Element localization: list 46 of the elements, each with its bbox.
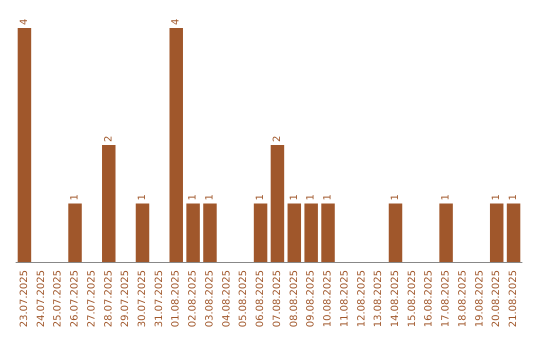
- x-tick-label: 11.08.2025: [339, 270, 350, 328]
- data-label: 1: [322, 194, 334, 200]
- data-label: 1: [390, 194, 401, 200]
- x-tick-label: 07.08.2025: [272, 270, 283, 328]
- data-label: 1: [440, 194, 452, 200]
- x-tick-label: 01.08.2025: [170, 270, 182, 328]
- x-tick-label: 20.08.2025: [491, 270, 502, 328]
- x-tick-label: 02.08.2025: [188, 270, 199, 328]
- x-tick-label: 29.07.2025: [120, 270, 132, 328]
- x-tick-label: 17.08.2025: [440, 270, 452, 328]
- x-tick-label: 26.07.2025: [70, 270, 81, 328]
- x-tick-label: 14.08.2025: [390, 270, 401, 328]
- x-tick-label: 30.07.2025: [137, 270, 148, 328]
- x-tick-label: 15.08.2025: [406, 270, 418, 328]
- x-tick-label: 12.08.2025: [356, 270, 368, 328]
- x-tick-label: 19.08.2025: [474, 270, 486, 328]
- data-label: 1: [188, 194, 199, 200]
- x-tick-label: 23.07.2025: [18, 270, 30, 328]
- x-tick-label: 03.08.2025: [204, 270, 216, 328]
- x-tick-label: 31.07.2025: [154, 270, 165, 328]
- x-tick-label: 13.08.2025: [373, 270, 384, 328]
- x-tick-label: 10.08.2025: [322, 270, 334, 328]
- x-tick-label: 25.07.2025: [52, 270, 64, 328]
- x-tick-label: 18.08.2025: [457, 270, 468, 328]
- data-label: 4: [170, 18, 182, 25]
- x-tick-label: 08.08.2025: [288, 270, 300, 328]
- x-tick-label: 21.08.2025: [508, 270, 520, 328]
- data-label: 1: [137, 194, 148, 200]
- data-label: 1: [508, 194, 520, 200]
- x-tick-label: 06.08.2025: [255, 270, 266, 328]
- data-label: 1: [204, 194, 216, 200]
- x-tick-label: 27.07.2025: [86, 270, 98, 328]
- x-tick-label: 09.08.2025: [306, 270, 317, 328]
- data-label: 1: [491, 194, 502, 200]
- x-tick-label: 28.07.2025: [103, 270, 114, 328]
- data-label: 4: [18, 18, 30, 25]
- data-label: 1: [70, 194, 81, 200]
- data-label: 1: [255, 194, 266, 200]
- x-tick-label: 05.08.2025: [238, 270, 250, 328]
- data-label: 1: [306, 194, 317, 200]
- x-tick-label: 04.08.2025: [221, 270, 232, 328]
- data-label: 1: [288, 194, 300, 200]
- x-tick-label: 24.07.2025: [36, 270, 47, 328]
- x-tick-label: 16.08.2025: [424, 270, 435, 328]
- data-label: 2: [103, 136, 114, 142]
- data-label: 2: [272, 136, 283, 142]
